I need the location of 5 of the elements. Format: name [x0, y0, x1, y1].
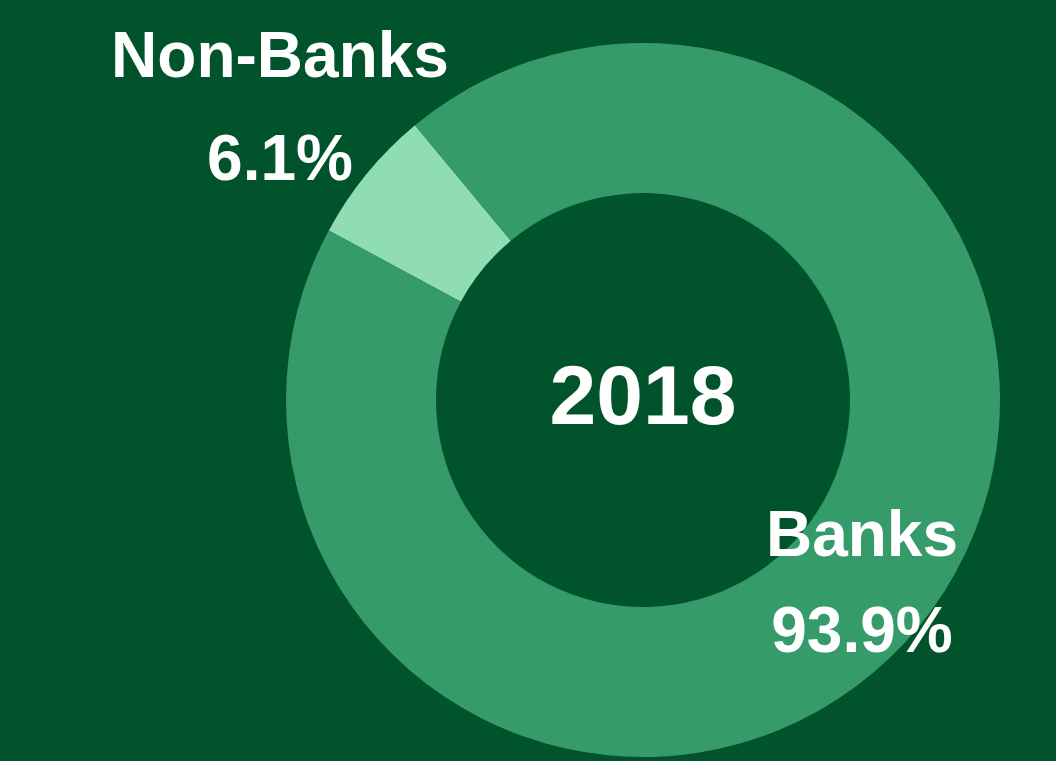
text: 2018: [549, 348, 737, 442]
slice-label: Non-Banks: [111, 19, 449, 91]
data-label: 6.1%: [207, 122, 353, 194]
data-label: 93.9%: [771, 594, 953, 666]
slice-label: Banks: [765, 498, 959, 570]
